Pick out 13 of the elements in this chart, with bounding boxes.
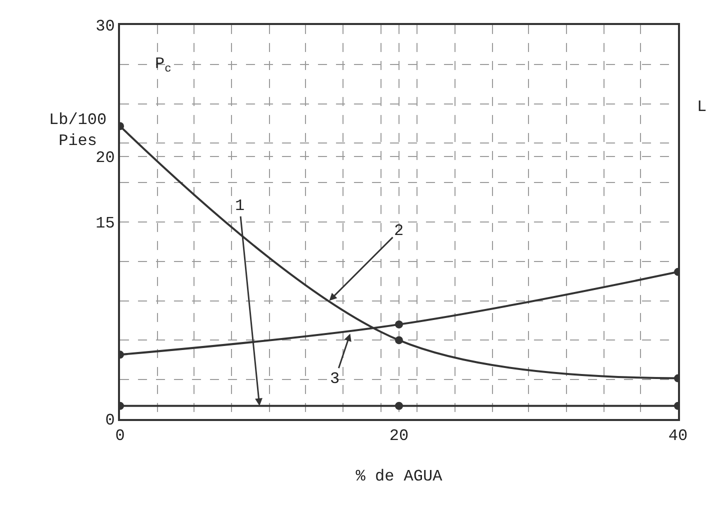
- annotation: 2: [394, 222, 404, 240]
- y-tick-label: 30: [96, 18, 115, 36]
- y-tick-label: 20: [96, 148, 115, 167]
- annotation: P$_{c}$: [155, 55, 172, 76]
- annotation: 1: [235, 197, 245, 215]
- y-axis-title: Lb/100 Pies: [49, 111, 107, 150]
- y-tick-label: 15: [96, 214, 115, 233]
- text: L: [697, 98, 707, 116]
- annotation: 3: [330, 370, 340, 388]
- y-tick-label: 0: [105, 412, 115, 430]
- x-tick-label: 20: [389, 427, 409, 446]
- x-tick-label: 40: [668, 427, 688, 446]
- x-axis-title: % de AGUA: [356, 467, 443, 486]
